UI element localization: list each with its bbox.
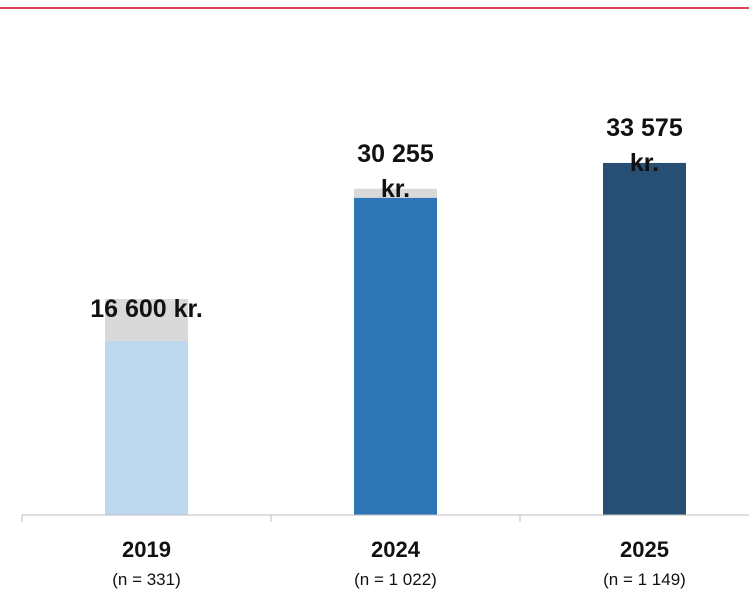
sample-size: (n = 1 022) xyxy=(354,570,437,589)
bar xyxy=(354,188,437,198)
sample-size: (n = 331) xyxy=(112,570,181,589)
bar xyxy=(105,298,188,341)
value-label: 30 255 kr. xyxy=(357,139,434,203)
bar xyxy=(603,162,686,515)
value-label: 33 575 kr. xyxy=(606,113,683,177)
bar xyxy=(105,340,188,515)
x-tick-label: 2025 xyxy=(620,537,669,562)
bar xyxy=(354,197,437,516)
x-tick-label: 2019 xyxy=(122,537,171,562)
sample-size: (n = 1 149) xyxy=(603,570,686,589)
value-label: 16 600 kr. xyxy=(90,295,203,323)
x-tick-label: 2024 xyxy=(371,537,420,562)
